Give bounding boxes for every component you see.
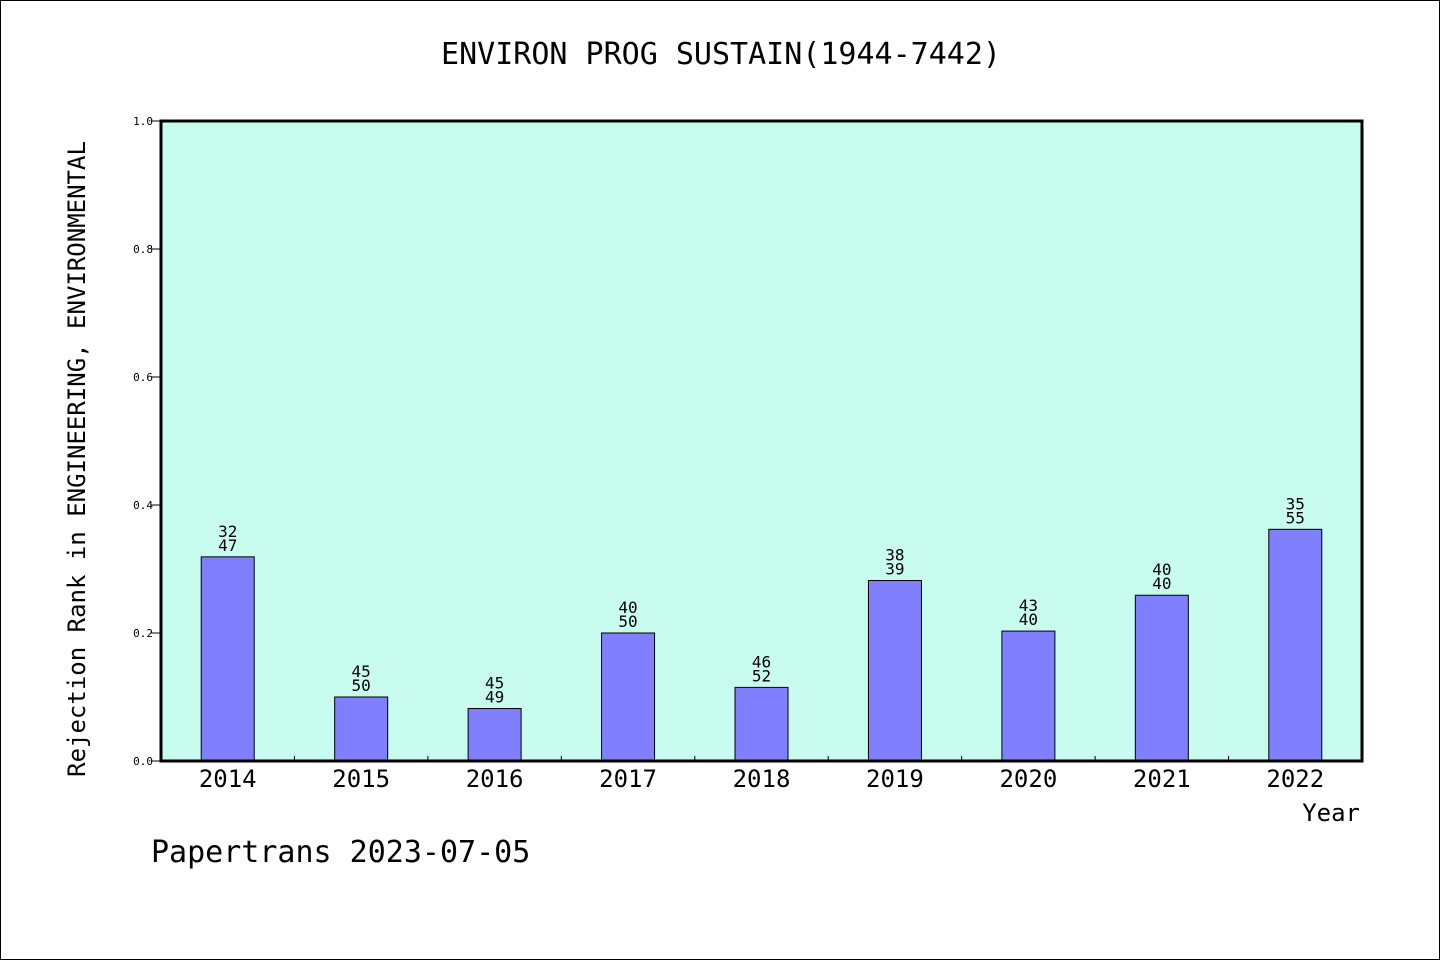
bar-data-label: 40 — [1152, 574, 1171, 593]
bar-data-label: 35 — [1286, 494, 1305, 513]
bar — [1001, 630, 1056, 762]
bar — [1134, 594, 1189, 762]
bar-data-label: 43 — [1019, 596, 1038, 615]
x-axis-label: Year — [1302, 799, 1360, 827]
bar-data-label: 40 — [1152, 560, 1171, 579]
x-tick-label: 2014 — [199, 765, 257, 793]
y-tick-label: 0.6 — [133, 371, 153, 384]
bar-data-label: 40 — [1019, 610, 1038, 629]
bar — [734, 686, 789, 762]
bar-data-label: 55 — [1286, 508, 1305, 527]
x-tick-label: 2015 — [332, 765, 390, 793]
x-tick-label: 2016 — [466, 765, 524, 793]
plot-border — [159, 119, 1364, 763]
bar — [334, 696, 389, 762]
x-tick-label: 2021 — [1133, 765, 1191, 793]
bar-data-label: 39 — [885, 560, 904, 579]
bar — [1268, 528, 1323, 762]
bar-data-label: 52 — [752, 666, 771, 685]
x-tick-label: 2020 — [999, 765, 1057, 793]
bar — [601, 632, 656, 762]
bar-data-label: 50 — [618, 612, 637, 631]
footer-note: Papertrans 2023-07-05 — [151, 835, 531, 870]
y-tick-label: 1.0 — [133, 115, 153, 128]
y-tick-label: 0.0 — [133, 755, 153, 768]
bar-data-label: 46 — [752, 652, 771, 671]
bar — [467, 708, 522, 762]
bar — [200, 556, 255, 762]
x-tick-label: 2018 — [733, 765, 791, 793]
x-axis: 2014 2015 2016 2017 2018 2019 2020 2021 2022 — [199, 756, 1324, 793]
bar-data-label: 40 — [618, 598, 637, 617]
y-tick-label: 0.4 — [133, 499, 153, 512]
x-tick-label: 2019 — [866, 765, 924, 793]
chart-title: ENVIRON PROG SUSTAIN(1944-7442) — [441, 37, 1001, 72]
y-axis-label: Rejection Rank in ENGINEERING, ENVIRONME… — [63, 141, 91, 777]
bar-data-label: 47 — [218, 536, 237, 555]
bar-data-label: 49 — [485, 688, 504, 707]
y-tick-label: 0.2 — [133, 627, 153, 640]
bar-data-label: 50 — [352, 676, 371, 695]
y-axis: 0.0 0.2 0.4 0.6 0.8 1.0 — [133, 115, 161, 768]
x-tick-label: 2022 — [1266, 765, 1324, 793]
bar-data-label: 45 — [485, 674, 504, 693]
bar-data-label: 45 — [352, 662, 371, 681]
bar — [867, 580, 922, 762]
bar-data-label: 32 — [218, 522, 237, 541]
bars-group — [200, 528, 1323, 762]
y-tick-label: 0.8 — [133, 243, 153, 256]
bar-data-label: 38 — [885, 546, 904, 565]
x-tick-label: 2017 — [599, 765, 657, 793]
